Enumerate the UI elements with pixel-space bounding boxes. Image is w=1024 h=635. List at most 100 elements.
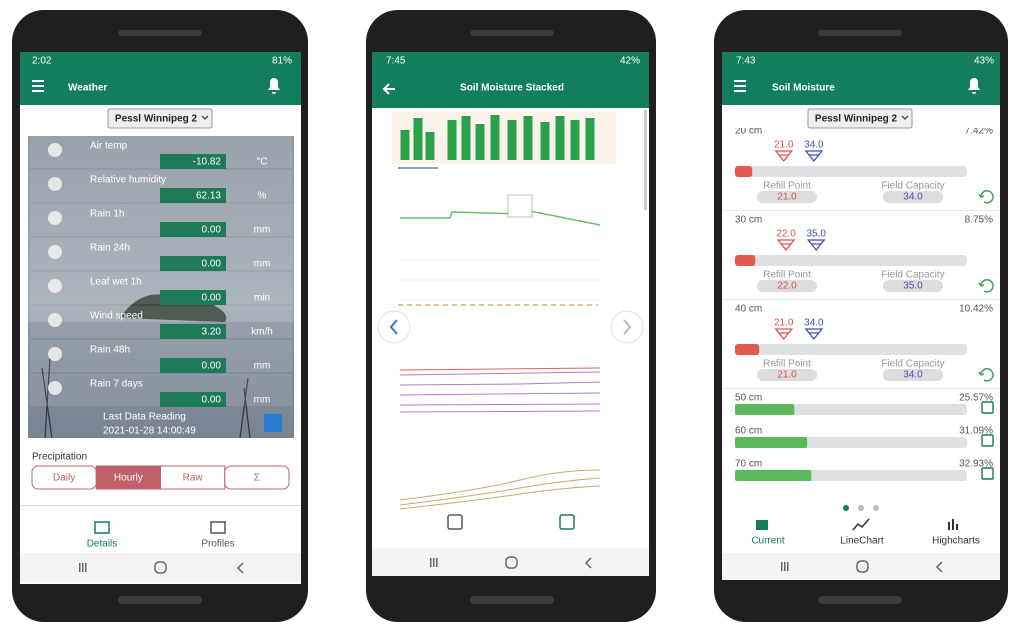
sensor-unit: %: [258, 191, 267, 202]
nav-label[interactable]: Details: [87, 539, 118, 550]
threshold-value: 21.0: [777, 192, 797, 203]
sensor-value: -10.82: [193, 157, 222, 168]
moisture-percent: 8.75%: [965, 215, 993, 226]
nav-icon: [94, 521, 110, 534]
status-battery: 81%: [272, 56, 292, 67]
nav-label[interactable]: Current: [751, 536, 785, 547]
sensor-value: 62.13: [196, 191, 221, 202]
sensor-value: 0.00: [202, 293, 222, 304]
nav-label[interactable]: LineChart: [840, 536, 884, 547]
threshold-name: Refill Point: [763, 181, 811, 192]
sensor-value-box: [160, 290, 226, 305]
precipitation-tab[interactable]: [224, 465, 290, 490]
sensor-label: Rain 24h: [90, 243, 130, 254]
sensor-icon: [48, 211, 62, 225]
depth-label: 70 cm: [735, 459, 762, 470]
station-name: Pessl Winnipeg 2: [115, 114, 198, 125]
moisture-bar: [735, 470, 812, 481]
moisture-percent: 32.93%: [959, 459, 993, 470]
refresh-icon[interactable]: [978, 279, 994, 293]
threshold-value: 34.0: [903, 370, 923, 381]
sensor-label: Air temp: [90, 141, 128, 152]
app-title: Weather: [68, 83, 107, 94]
station-dropdown[interactable]: [807, 108, 913, 129]
dropdown-chevron: [201, 115, 209, 120]
precipitation-tab-label: Raw: [183, 473, 204, 484]
sensor-unit: km/h: [251, 327, 273, 338]
edit-icon[interactable]: [981, 467, 994, 480]
nav-label[interactable]: Profiles: [201, 539, 234, 550]
moisture-bar: [735, 437, 808, 448]
card-divider: [722, 388, 1000, 389]
threshold-value: 21.0: [777, 370, 797, 381]
nav-label[interactable]: Highcharts: [932, 536, 980, 547]
sensor-value-box: [160, 222, 226, 237]
last-reading-label: Last Data Reading: [103, 412, 186, 423]
threshold-value: 35.0: [903, 281, 923, 292]
edit-icon[interactable]: [981, 434, 994, 447]
status-time: 7:45: [386, 56, 406, 67]
phone-2-chrome: [372, 52, 649, 576]
moisture-percent: 31.09%: [959, 426, 993, 437]
sensor-unit: min: [254, 293, 270, 304]
threshold-name: Refill Point: [763, 270, 811, 281]
app-title: Soil Moisture Stacked: [460, 83, 564, 94]
marker-triangle: [776, 239, 796, 252]
sensor-label: Leaf wet 1h: [90, 277, 142, 288]
sensor-label: Rain 7 days: [90, 379, 143, 390]
threshold-pill: [757, 280, 817, 292]
sensor-value: 0.00: [202, 395, 222, 406]
status-time: 7:43: [736, 56, 756, 67]
refresh-icon[interactable]: [978, 368, 994, 382]
marker-triangle: [774, 150, 794, 163]
sensor-unit: mm: [254, 395, 271, 406]
marker-triangle: [774, 328, 794, 341]
status-battery: 42%: [620, 56, 640, 67]
threshold-pill: [883, 191, 943, 203]
marker-triangle: [804, 150, 824, 163]
moisture-bar: [735, 255, 756, 266]
threshold-name: Field Capacity: [881, 181, 944, 192]
status-battery: 43%: [974, 56, 994, 67]
precipitation-tab-label: Daily: [53, 473, 75, 484]
threshold-name: Field Capacity: [881, 359, 944, 370]
moisture-track: [735, 344, 967, 355]
sensor-value-box: [160, 154, 226, 169]
sensor-value: 0.00: [202, 259, 222, 270]
phone-1-chrome: [20, 52, 301, 582]
sensor-value-box: [160, 392, 226, 407]
sensor-value: 0.00: [202, 225, 222, 236]
moisture-track: [735, 255, 967, 266]
marker-value: 22.0: [776, 229, 796, 240]
marker-value: 34.0: [804, 318, 824, 329]
depth-label: 30 cm: [735, 215, 762, 226]
sensor-icon: [48, 177, 62, 191]
sensor-label: Wind speed: [90, 311, 143, 322]
sensor-icon: [48, 313, 62, 327]
moisture-bar: [735, 344, 760, 355]
depth-label: 60 cm: [735, 426, 762, 437]
sensor-icon: [48, 279, 62, 293]
threshold-value: 34.0: [903, 192, 923, 203]
threshold-name: Refill Point: [763, 359, 811, 370]
status-time: 2:02: [32, 56, 52, 67]
depth-label: 50 cm: [735, 393, 762, 404]
sensor-value-box: [160, 358, 226, 373]
sensor-label: Rain 48h: [90, 345, 130, 356]
moisture-bar: [735, 404, 795, 415]
last-reading-time: 2021-01-28 14:00:49: [103, 426, 196, 437]
sensor-icon: [48, 143, 62, 157]
refresh-icon[interactable]: [978, 190, 994, 204]
threshold-pill: [757, 191, 817, 203]
nav-icon: [210, 521, 226, 534]
threshold-value: 22.0: [777, 281, 797, 292]
station-dropdown[interactable]: [107, 108, 213, 129]
moisture-percent: 10.42%: [959, 304, 993, 315]
sensor-value-box: [160, 324, 226, 339]
card-divider: [722, 210, 1000, 211]
precipitation-tab-label: Σ: [254, 473, 260, 484]
dropdown-chevron: [901, 115, 909, 120]
sensor-icon: [48, 381, 62, 395]
edit-icon[interactable]: [981, 401, 994, 414]
